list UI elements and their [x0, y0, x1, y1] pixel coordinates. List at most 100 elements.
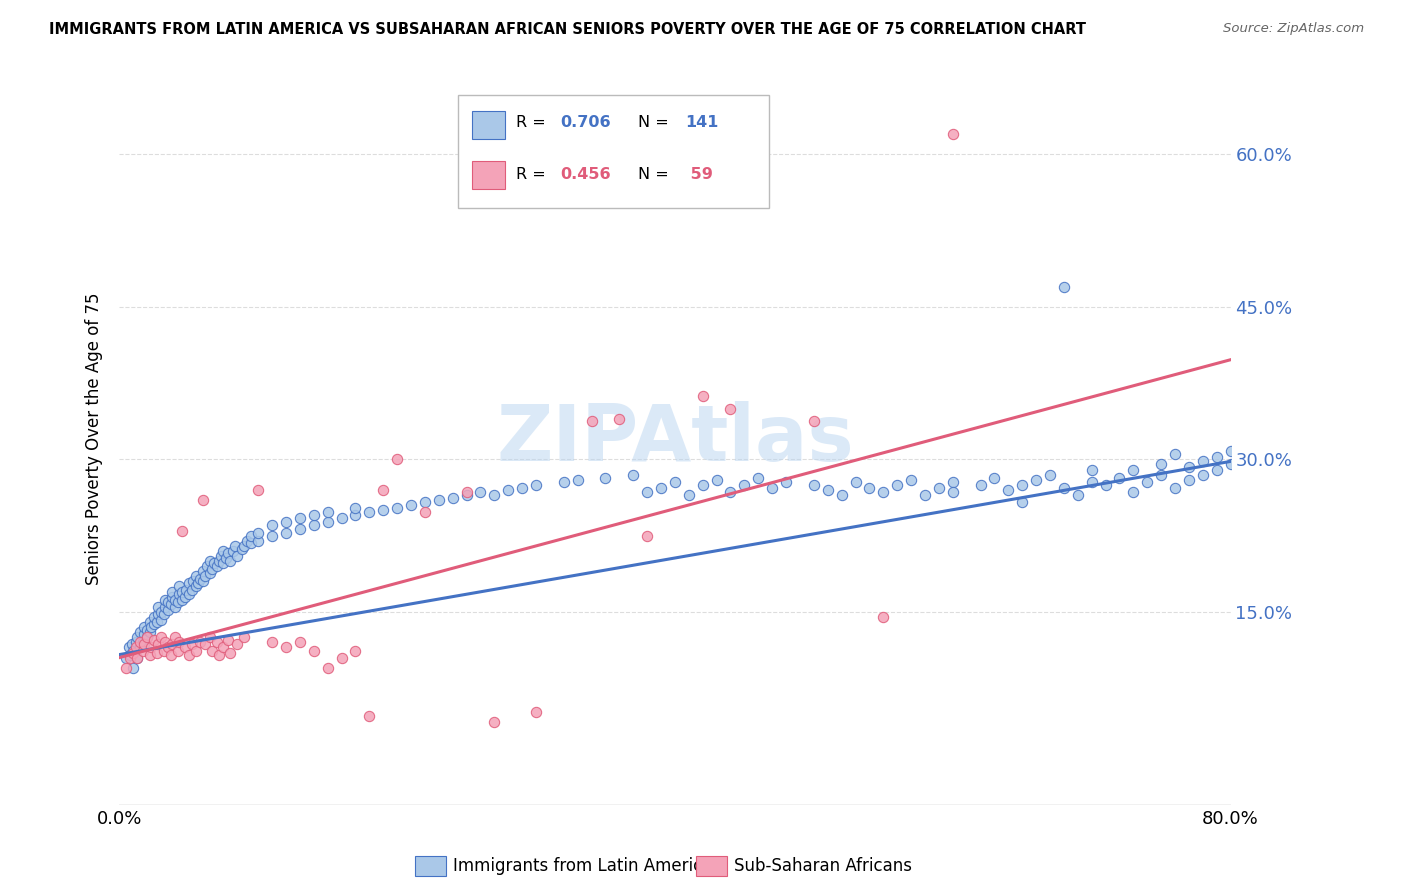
Point: [664, 475, 686, 489]
Point: [858, 481, 880, 495]
Point: [118, 640, 141, 655]
Bar: [471, 111, 505, 139]
Point: [146, 637, 169, 651]
Point: [1205, 462, 1227, 476]
Point: [692, 477, 714, 491]
Point: [217, 633, 239, 648]
Point: [177, 648, 200, 662]
Point: [160, 584, 183, 599]
Point: [173, 640, 195, 655]
Point: [496, 483, 519, 497]
Point: [202, 556, 225, 570]
Point: [194, 569, 217, 583]
Point: [553, 475, 575, 489]
Point: [1053, 481, 1076, 495]
Point: [139, 625, 162, 640]
Point: [330, 650, 353, 665]
Point: [163, 592, 186, 607]
Point: [1191, 467, 1213, 482]
Point: [900, 473, 922, 487]
Point: [413, 505, 436, 519]
Y-axis label: Seniors Poverty Over the Age of 75: Seniors Poverty Over the Age of 75: [86, 293, 103, 585]
Point: [872, 610, 894, 624]
Point: [1025, 473, 1047, 487]
Point: [129, 625, 152, 640]
Point: [595, 471, 617, 485]
Point: [240, 535, 263, 549]
Point: [212, 640, 235, 655]
Point: [1122, 462, 1144, 476]
Point: [484, 714, 506, 729]
Point: [1178, 473, 1201, 487]
Point: [288, 635, 311, 649]
Point: [1067, 488, 1090, 502]
Point: [233, 630, 256, 644]
Point: [181, 574, 204, 589]
Point: [1136, 475, 1159, 489]
Bar: [471, 161, 505, 188]
Point: [233, 539, 256, 553]
Point: [125, 635, 148, 649]
Point: [134, 620, 156, 634]
Point: [872, 484, 894, 499]
Point: [201, 643, 224, 657]
Point: [141, 620, 163, 634]
Point: [198, 630, 221, 644]
Point: [115, 650, 138, 665]
Point: [997, 483, 1019, 497]
Point: [886, 477, 908, 491]
Point: [226, 637, 249, 651]
Point: [288, 521, 311, 535]
Point: [399, 498, 422, 512]
Point: [720, 484, 742, 499]
Point: [942, 475, 965, 489]
Point: [344, 501, 367, 516]
Point: [1164, 447, 1187, 461]
Point: [1205, 450, 1227, 465]
Point: [134, 637, 156, 651]
Point: [143, 610, 166, 624]
Point: [149, 613, 172, 627]
Point: [205, 559, 228, 574]
Point: [132, 635, 155, 649]
Point: [302, 508, 325, 523]
Point: [247, 533, 270, 548]
Point: [170, 584, 193, 599]
Point: [127, 650, 149, 665]
Point: [524, 705, 547, 719]
Point: [1122, 484, 1144, 499]
Point: [581, 414, 603, 428]
Point: [247, 525, 270, 540]
Point: [212, 556, 235, 570]
Point: [167, 586, 190, 600]
Point: [184, 569, 207, 583]
Point: [1219, 444, 1241, 458]
Point: [1080, 475, 1102, 489]
Point: [373, 503, 395, 517]
Point: [262, 528, 284, 542]
Point: [146, 607, 169, 621]
Point: [524, 477, 547, 491]
Point: [170, 592, 193, 607]
Point: [166, 595, 188, 609]
Point: [747, 471, 769, 485]
Point: [803, 414, 825, 428]
Point: [330, 511, 353, 525]
Point: [775, 475, 797, 489]
Point: [153, 599, 176, 614]
Point: [609, 411, 631, 425]
Point: [1191, 454, 1213, 468]
Point: [159, 648, 181, 662]
Point: [159, 597, 181, 611]
Point: [139, 648, 162, 662]
Point: [188, 635, 211, 649]
Point: [316, 516, 339, 530]
Point: [484, 488, 506, 502]
Point: [167, 579, 190, 593]
Point: [247, 483, 270, 497]
Point: [180, 637, 202, 651]
Text: IMMIGRANTS FROM LATIN AMERICA VS SUBSAHARAN AFRICAN SENIORS POVERTY OVER THE AGE: IMMIGRANTS FROM LATIN AMERICA VS SUBSAHA…: [49, 22, 1087, 37]
Point: [942, 484, 965, 499]
Point: [456, 484, 478, 499]
Point: [1219, 458, 1241, 472]
